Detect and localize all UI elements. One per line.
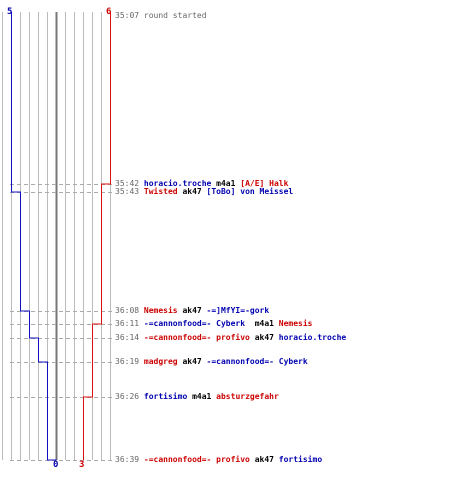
victim-name: absturzgefahr (216, 392, 279, 401)
event-time: 36:26 (115, 392, 144, 401)
event-time: 36:11 (115, 319, 144, 328)
event-time: 35:42 (115, 179, 144, 188)
weapon-name: ak47 (177, 306, 207, 315)
weapon-name: ak47 (177, 357, 207, 366)
log-row: 36:11 -=cannonfood=- Cyberk m4a1 Nemesis (115, 319, 313, 329)
blue-team-line (11, 12, 57, 461)
killer-name: horacio.troche (143, 179, 212, 188)
victim-name: -=]MfYI=-gork (206, 306, 270, 315)
event-time: 35:43 (115, 187, 144, 196)
red-start-score: 6 (106, 7, 112, 17)
log-row: 36:39 -=cannonfood=- profivo ak47 fortis… (115, 455, 322, 465)
weapon-name: m4a1 (245, 319, 279, 328)
red-end-score: 3 (79, 460, 85, 470)
killer-name: madgreg (143, 357, 178, 366)
log-row: 35:43 Twisted ak47 [ToBo] von Meissel (115, 187, 293, 197)
weapon-name: m4a1 (187, 392, 217, 401)
event-time: 36:19 (115, 357, 144, 366)
victim-name: fortisimo (278, 455, 323, 464)
killer-name: Twisted (143, 187, 178, 196)
victim-name: horacio.troche (278, 333, 347, 342)
victim-name: Nemesis (278, 319, 313, 328)
killer-name: Nemesis (143, 306, 178, 315)
event-time: 36:08 (115, 306, 144, 315)
weapon-name: ak47 (249, 455, 279, 464)
log-row: 36:08 Nemesis ak47 -=]MfYI=-gork (115, 306, 269, 316)
victim-name: -=cannonfood=- Cyberk (206, 357, 308, 366)
blue-end-score: 0 (53, 460, 59, 470)
log-row: 35:07 round started (115, 11, 207, 21)
killer-name: -=cannonfood=- Cyberk (143, 319, 246, 328)
killer-name: -=cannonfood=- profivo (143, 333, 250, 342)
killer-name: fortisimo (143, 392, 188, 401)
event-time: 35:07 (115, 11, 144, 20)
victim-name: [A/E] Halk (240, 179, 289, 188)
log-row: 35:42 horacio.troche m4a1 [A/E] Halk (115, 179, 288, 189)
weapon-name: m4a1 (211, 179, 241, 188)
blue-start-score: 5 (7, 7, 13, 17)
weapon-name: ak47 (249, 333, 279, 342)
log-row: 36:19 madgreg ak47 -=cannonfood=- Cyberk (115, 357, 308, 367)
event-time: 36:39 (115, 455, 144, 464)
log-row: 36:14 -=cannonfood=- profivo ak47 horaci… (115, 333, 346, 343)
victim-name: [ToBo] von Meissel (206, 187, 294, 196)
killer-name: -=cannonfood=- profivo (143, 455, 250, 464)
weapon-name: ak47 (177, 187, 207, 196)
event-message: round started (143, 11, 207, 20)
red-team-line (83, 12, 111, 460)
log-row: 36:26 fortisimo m4a1 absturzgefahr (115, 392, 279, 402)
event-time: 36:14 (115, 333, 144, 342)
